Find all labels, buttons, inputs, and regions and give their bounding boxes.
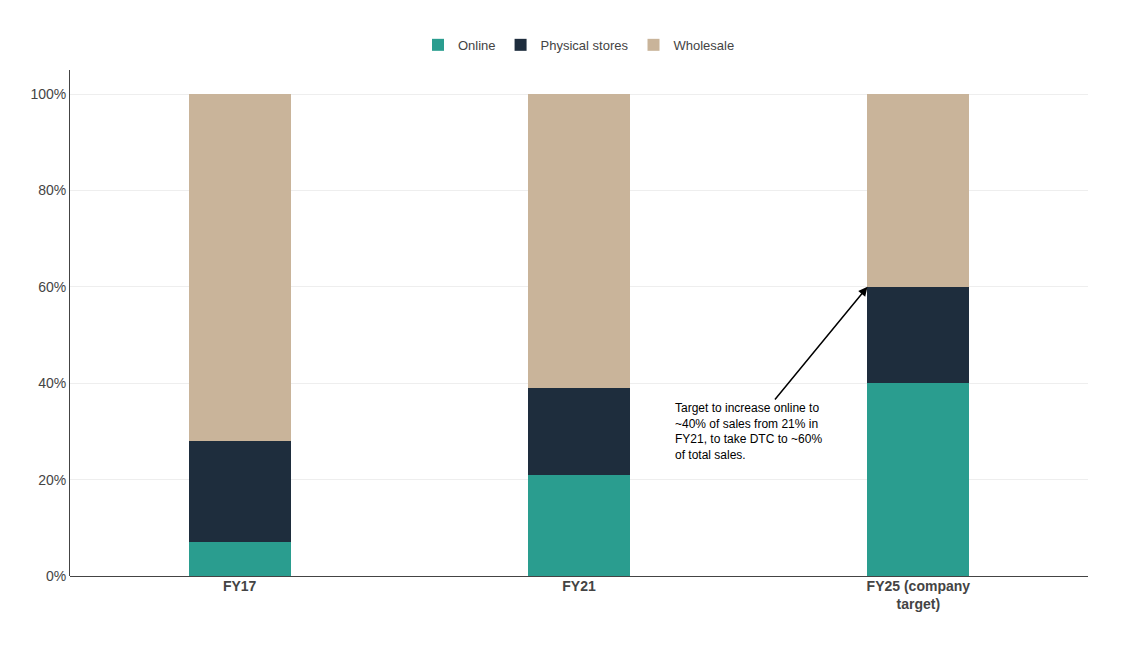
svg-text:40%: 40% (38, 375, 66, 391)
svg-text:Physical stores: Physical stores (541, 38, 629, 53)
svg-text:Wholesale: Wholesale (673, 38, 734, 53)
svg-text:80%: 80% (38, 182, 66, 198)
svg-text:FY17: FY17 (223, 578, 257, 594)
svg-text:100%: 100% (30, 86, 66, 102)
svg-text:0%: 0% (46, 568, 66, 584)
svg-text:FY25 (companytarget): FY25 (companytarget) (867, 578, 971, 612)
svg-text:20%: 20% (38, 472, 66, 488)
svg-text:Online: Online (458, 38, 496, 53)
svg-text:FY21: FY21 (562, 578, 596, 594)
svg-text:60%: 60% (38, 279, 66, 295)
svg-text:Target to increase online to~4: Target to increase online to~40% of sale… (675, 401, 822, 462)
